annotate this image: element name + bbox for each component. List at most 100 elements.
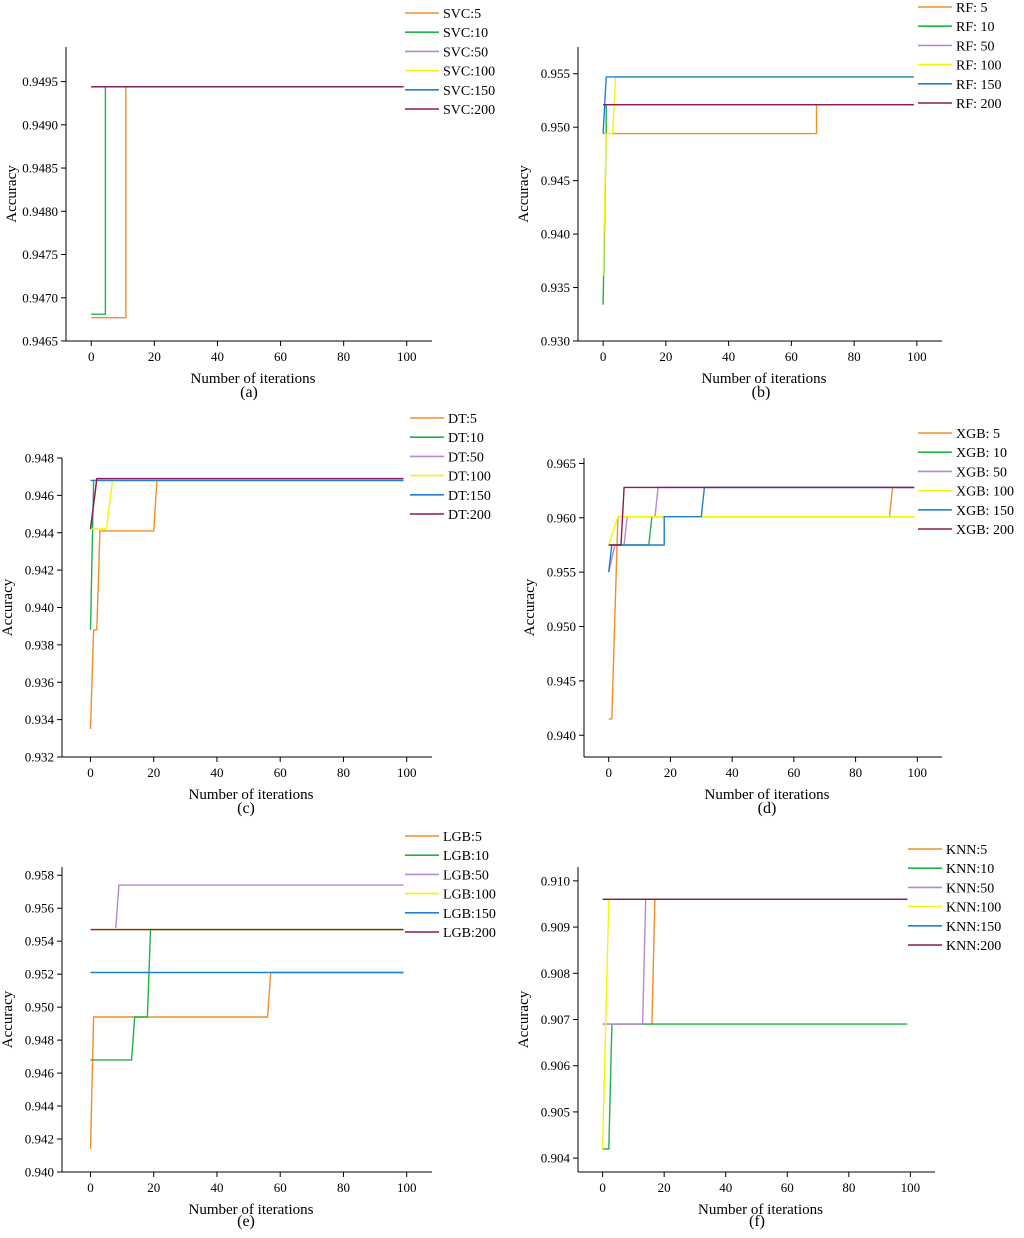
legend-label: DT:100	[448, 470, 491, 485]
y-tick-label: 0.948	[25, 1033, 54, 1048]
y-tick-label: 0.910	[541, 873, 570, 888]
y-tick-label: 0.909	[541, 920, 570, 935]
y-tick-label: 0.9475	[22, 247, 58, 262]
y-tick-label: 0.950	[547, 619, 576, 634]
legend-label: DT:150	[448, 489, 491, 504]
series-line-xgb-100	[608, 516, 915, 546]
y-tick-label: 0.945	[541, 173, 570, 188]
x-tick-label: 40	[210, 765, 223, 780]
chart-panel-2: 0 20 40 60 80 100 0.930 0.935 0.940 0.945 0.950 0.9…	[516, 1, 1002, 401]
x-tick-label: 100	[397, 349, 417, 364]
series-line-rf-10	[602, 103, 914, 305]
x-tick-label: 0	[605, 765, 612, 780]
legend-label: RF: 150	[956, 78, 1002, 93]
y-tick-label: 0.955	[541, 66, 570, 81]
y-tick-label: 0.9465	[22, 334, 58, 349]
x-tick-label: 100	[397, 765, 417, 780]
x-tick-label: 100	[901, 1180, 921, 1195]
y-tick-label: 0.948	[25, 451, 54, 466]
y-tick-label: 0.946	[25, 1066, 55, 1081]
series-line-dt-100	[90, 479, 404, 530]
legend-label: LGB:100	[443, 888, 496, 903]
x-tick-label: 40	[210, 1180, 223, 1195]
legend-label: SVC:10	[443, 26, 488, 41]
y-tick-label: 0.950	[541, 120, 570, 135]
x-tick-label: 80	[849, 765, 862, 780]
y-tick-label: 0.945	[547, 673, 576, 688]
y-tick-label: 0.942	[25, 1132, 54, 1147]
series-line-dt-50	[89, 479, 404, 530]
series-line-xgb-10	[608, 516, 915, 546]
x-tick-label: 40	[726, 765, 739, 780]
series-line-xgb-150	[608, 486, 915, 573]
y-axis-title: Accuracy	[522, 578, 538, 636]
y-tick-label: 0.952	[25, 967, 54, 982]
legend-label: RF: 50	[956, 39, 995, 54]
y-tick-label: 0.9495	[22, 74, 58, 89]
y-tick-label: 0.9485	[22, 161, 58, 176]
y-axis-title: Accuracy	[516, 990, 532, 1048]
y-tick-label: 0.905	[541, 1104, 570, 1119]
legend-label: KNN:10	[946, 862, 994, 877]
x-axis-title: Number of iterations	[191, 371, 316, 387]
y-tick-label: 0.946	[25, 488, 55, 503]
y-tick-label: 0.956	[25, 901, 55, 916]
panel-caption: (f)	[749, 1213, 765, 1230]
series-line-lgb-5	[89, 971, 404, 1149]
y-tick-label: 0.955	[547, 565, 576, 580]
series-line-lgb-50	[115, 884, 404, 929]
legend-label: RF: 200	[956, 97, 1002, 112]
series-line-dt-5	[89, 479, 404, 730]
legend-label: LGB:50	[443, 868, 489, 883]
x-tick-label: 60	[785, 349, 798, 364]
legend-label: DT:5	[448, 412, 477, 427]
series-line-dt-200	[89, 477, 404, 530]
legend-label: XGB: 50	[956, 465, 1007, 480]
series-line-knn-10	[602, 1023, 908, 1150]
x-axis-title: Number of iterations	[702, 371, 827, 387]
y-tick-label: 0.906	[541, 1058, 571, 1073]
y-tick-label: 0.935	[541, 280, 570, 295]
series-line-knn-5	[602, 898, 908, 1025]
x-tick-label: 20	[148, 349, 161, 364]
legend-label: SVC:5	[443, 7, 481, 22]
x-axis-title: Number of iterations	[189, 787, 314, 803]
y-tick-label: 0.9490	[22, 117, 58, 132]
chart-panel-1: 0 20 40 60 80 100 0.9465 0.9470 0.9475 0.9480 0.94…	[4, 7, 495, 401]
legend-label: KNN:50	[946, 881, 994, 896]
legend-label: SVC:150	[443, 84, 495, 99]
legend-label: LGB:10	[443, 849, 489, 864]
legend-label: RF: 5	[956, 1, 988, 16]
y-axis-title: Accuracy	[0, 990, 16, 1048]
y-tick-label: 0.958	[25, 868, 54, 883]
y-tick-label: 0.907	[541, 1012, 571, 1027]
x-tick-label: 60	[274, 765, 287, 780]
y-tick-label: 0.942	[25, 563, 54, 578]
y-tick-label: 0.938	[25, 637, 54, 652]
series-line-svc-10	[91, 86, 404, 315]
x-tick-label: 60	[274, 1180, 287, 1195]
x-axis-title: Number of iterations	[189, 1202, 314, 1218]
x-axis-title: Number of iterations	[705, 787, 830, 803]
series-line-xgb-200	[608, 486, 915, 546]
x-tick-label: 80	[337, 1180, 350, 1195]
legend-label: KNN:5	[946, 843, 987, 858]
series-line-xgb-5	[608, 486, 915, 720]
chart-panel-5: 0 20 40 60 80 100 0.940 0.942 0.944 0.946 0.948 0.9…	[0, 830, 496, 1230]
x-tick-label: 0	[88, 349, 95, 364]
series-line-xgb-50	[608, 486, 915, 573]
x-tick-label: 80	[842, 1180, 855, 1195]
y-tick-label: 0.9470	[22, 290, 58, 305]
legend-label: DT:10	[448, 431, 484, 446]
x-tick-label: 0	[600, 349, 607, 364]
x-tick-label: 20	[147, 765, 160, 780]
chart-panel-3: 0 20 40 60 80 100 0.932 0.934 0.936 0.938 0.940 0.9…	[0, 412, 491, 817]
legend-label: DT:50	[448, 450, 484, 465]
series-line-knn-50	[602, 898, 908, 1025]
panel-caption: (e)	[237, 1213, 255, 1230]
x-tick-label: 0	[599, 1180, 606, 1195]
y-tick-label: 0.940	[541, 227, 570, 242]
y-tick-label: 0.944	[25, 525, 55, 540]
legend-label: SVC:200	[443, 103, 495, 118]
x-tick-label: 60	[274, 349, 287, 364]
